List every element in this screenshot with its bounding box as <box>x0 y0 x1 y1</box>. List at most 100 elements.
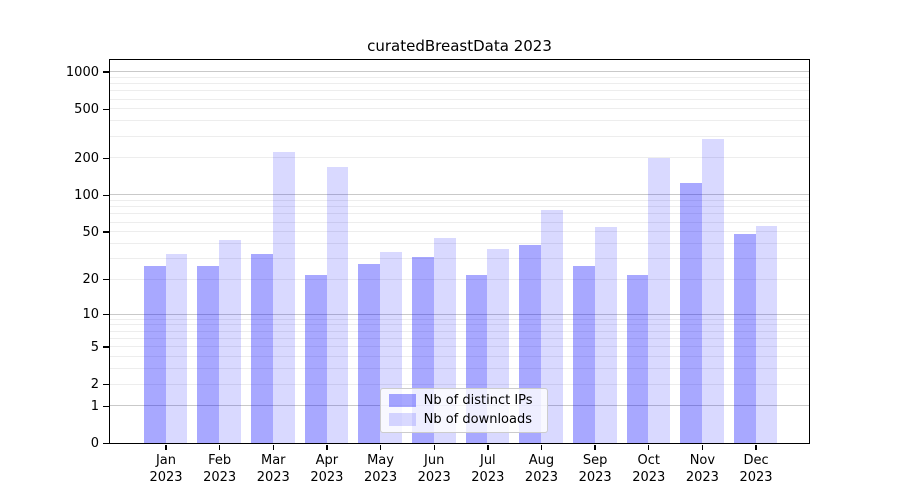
bar-distinct-ips-dec <box>733 233 756 444</box>
y-tick-label-5: 5 <box>90 339 99 355</box>
x-tick-mark-jul <box>487 444 489 451</box>
x-tick-mark-dec <box>755 444 757 451</box>
x-tick-mark-aug <box>540 444 543 451</box>
bar-downloads-aug <box>541 209 563 444</box>
y-tick-label-10: 10 <box>82 307 99 323</box>
gridline-200 <box>109 157 809 159</box>
x-tick-label-may: May 2023 <box>364 453 398 485</box>
bar-downloads-jan <box>165 253 188 444</box>
x-tick-label-dec: Dec 2023 <box>739 453 773 485</box>
x-tick-mark-jan <box>165 444 167 451</box>
gridline-6 <box>109 337 809 339</box>
gridline-700 <box>109 90 809 92</box>
y-tick-mark-500 <box>103 108 109 110</box>
y-tick-mark-200 <box>103 157 109 160</box>
x-tick-mark-nov <box>701 444 704 451</box>
x-tick-mark-apr <box>326 444 328 451</box>
bar-distinct-ips-nov <box>680 183 702 444</box>
y-tick-mark-50 <box>103 231 109 233</box>
gridline-70 <box>109 213 809 215</box>
bar-downloads-oct <box>648 157 671 444</box>
gridline-10 <box>109 313 809 315</box>
y-tick-label-100: 100 <box>74 187 99 203</box>
y-tick-label-2: 2 <box>90 376 99 392</box>
x-tick-label-aug: Aug 2023 <box>524 453 559 485</box>
gridline-7 <box>109 330 809 332</box>
gridline-50 <box>109 231 809 233</box>
gridline-3 <box>109 368 809 370</box>
y-tick-mark-1 <box>103 405 109 407</box>
legend-item-downloads: Nb of downloads <box>388 410 539 429</box>
bar-distinct-ips-sep <box>572 265 595 444</box>
gridline-4 <box>109 356 809 358</box>
y-tick-mark-20 <box>103 279 109 281</box>
y-tick-label-500: 500 <box>74 101 99 117</box>
legend-swatch-downloads <box>388 413 416 427</box>
gridline-2 <box>109 383 809 385</box>
x-tick-mark-mar <box>272 444 274 451</box>
gridline-80 <box>109 206 809 208</box>
gridline-300 <box>109 135 809 137</box>
bar-downloads-dec <box>755 225 778 444</box>
x-tick-label-mar: Mar 2023 <box>256 453 290 485</box>
x-tick-mark-jun <box>433 444 435 451</box>
bar-downloads-feb <box>219 239 242 444</box>
gridline-30 <box>109 257 809 259</box>
gridline-9 <box>109 318 809 320</box>
gridline-8 <box>109 324 809 326</box>
y-tick-label-50: 50 <box>82 224 99 240</box>
x-tick-label-feb: Feb 2023 <box>203 453 237 485</box>
y-tick-label-1: 1 <box>90 398 99 414</box>
y-tick-mark-10 <box>103 313 109 316</box>
x-tick-mark-oct <box>648 444 650 451</box>
x-tick-mark-sep <box>594 444 596 451</box>
y-tick-mark-0 <box>103 442 109 445</box>
x-tick-label-jul: Jul 2023 <box>471 453 505 485</box>
bar-downloads-nov <box>701 139 724 444</box>
y-tick-mark-1000 <box>103 71 109 73</box>
gridline-90 <box>109 200 809 202</box>
x-tick-mark-may <box>379 444 382 451</box>
legend-swatch-distinct-ips <box>388 393 416 407</box>
y-tick-label-20: 20 <box>82 272 99 288</box>
gridline-1000 <box>109 71 809 73</box>
y-tick-mark-2 <box>103 383 109 386</box>
x-tick-label-jun: Jun 2023 <box>417 453 451 485</box>
gridline-900 <box>109 76 809 78</box>
gridline-600 <box>109 98 809 100</box>
bar-distinct-ips-oct <box>626 274 649 444</box>
bar-downloads-sep <box>594 226 617 444</box>
bar-distinct-ips-jan <box>143 265 166 444</box>
x-tick-label-oct: Oct 2023 <box>632 453 666 485</box>
y-tick-label-0: 0 <box>90 436 99 451</box>
gridline-40 <box>109 242 809 244</box>
legend-label-distinct-ips: Nb of distinct IPs <box>423 392 533 408</box>
bar-distinct-ips-mar <box>251 253 273 444</box>
gridline-60 <box>109 221 809 223</box>
gridline-5 <box>109 346 809 348</box>
chart-title: curatedBreastData 2023 <box>367 37 552 55</box>
y-tick-label-1000: 1000 <box>65 64 99 80</box>
legend-item-distinct-ips: Nb of distinct IPs <box>388 391 539 410</box>
legend-label-downloads: Nb of downloads <box>423 412 532 428</box>
x-tick-label-apr: Apr 2023 <box>310 453 344 485</box>
x-tick-label-sep: Sep 2023 <box>578 453 612 485</box>
x-tick-label-jan: Jan 2023 <box>149 453 183 485</box>
bar-distinct-ips-feb <box>197 265 220 444</box>
x-tick-label-nov: Nov 2023 <box>685 453 719 485</box>
bar-distinct-ips-apr <box>304 274 327 444</box>
bar-downloads-mar <box>272 151 295 444</box>
bar-downloads-apr <box>326 167 349 444</box>
y-tick-mark-100 <box>103 194 109 197</box>
gridline-800 <box>109 83 809 85</box>
gridline-100 <box>109 194 809 196</box>
gridline-500 <box>109 108 809 110</box>
x-tick-mark-feb <box>218 444 221 451</box>
plot-area: Nb of distinct IPs Nb of downloads <box>108 58 810 445</box>
legend: Nb of distinct IPs Nb of downloads <box>379 387 548 433</box>
y-tick-mark-5 <box>103 346 109 348</box>
y-tick-label-200: 200 <box>74 150 99 166</box>
bar-distinct-ips-may <box>358 263 381 444</box>
gridline-20 <box>109 278 809 280</box>
